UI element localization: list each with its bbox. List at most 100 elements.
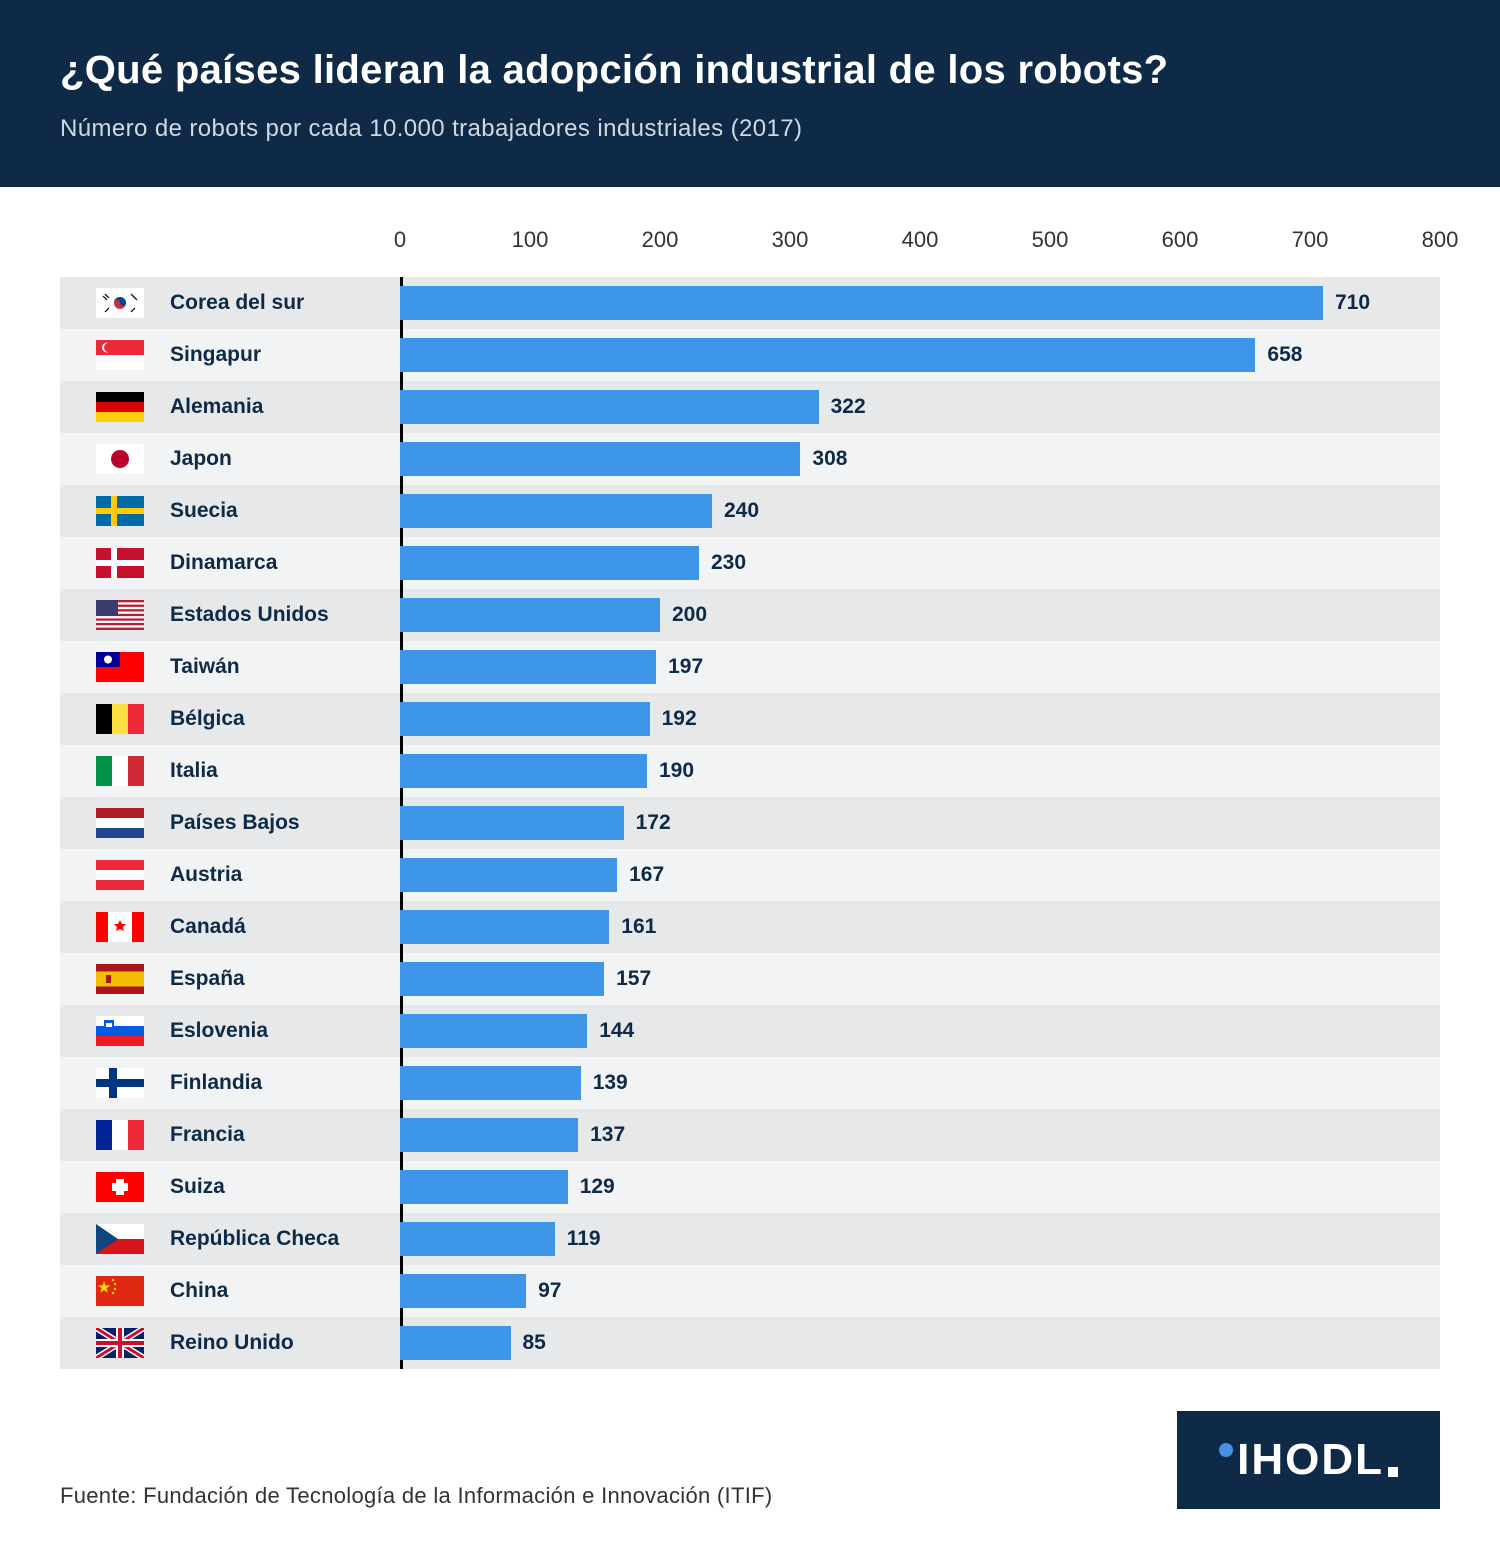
country-label: Bélgica bbox=[170, 707, 400, 731]
logo-text: IHODL bbox=[1237, 1435, 1384, 1485]
bar-row: Canadá161 bbox=[60, 901, 1440, 953]
bar-row: Reino Unido85 bbox=[60, 1317, 1440, 1369]
flag-cell bbox=[60, 392, 170, 422]
bar-cell: 119 bbox=[400, 1213, 1440, 1265]
bar-rows: Corea del sur710Singapur658Alemania322Ja… bbox=[60, 277, 1440, 1369]
flag-icon-cz bbox=[96, 1224, 144, 1254]
flag-cell bbox=[60, 340, 170, 370]
bar-value: 157 bbox=[616, 967, 651, 991]
axis-tick-label: 800 bbox=[1422, 227, 1459, 253]
flag-icon-gb bbox=[96, 1328, 144, 1358]
flag-icon-si bbox=[96, 1016, 144, 1046]
flag-icon-at bbox=[96, 860, 144, 890]
bar: 308 bbox=[400, 442, 800, 476]
bar: 144 bbox=[400, 1014, 587, 1048]
bar: 157 bbox=[400, 962, 604, 996]
bar-row: Finlandia139 bbox=[60, 1057, 1440, 1109]
flag-cell bbox=[60, 600, 170, 630]
country-label: Finlandia bbox=[170, 1071, 400, 1095]
chart-area: 0100200300400500600700800 Corea del sur7… bbox=[0, 187, 1500, 1411]
flag-cell bbox=[60, 756, 170, 786]
country-label: China bbox=[170, 1279, 400, 1303]
bar-row: Austria167 bbox=[60, 849, 1440, 901]
bar: 200 bbox=[400, 598, 660, 632]
bar-value: 190 bbox=[659, 759, 694, 783]
logo-dot-icon bbox=[1219, 1443, 1233, 1457]
flag-icon-dk bbox=[96, 548, 144, 578]
country-label: Dinamarca bbox=[170, 551, 400, 575]
flag-cell bbox=[60, 704, 170, 734]
flag-icon-de bbox=[96, 392, 144, 422]
chart-subtitle: Número de robots por cada 10.000 trabaja… bbox=[60, 115, 1440, 143]
bar-cell: 190 bbox=[400, 745, 1440, 797]
country-label: Países Bajos bbox=[170, 811, 400, 835]
bar-value: 167 bbox=[629, 863, 664, 887]
axis-tick-label: 300 bbox=[772, 227, 809, 253]
flag-cell bbox=[60, 1016, 170, 1046]
country-label: Eslovenia bbox=[170, 1019, 400, 1043]
bar-row: Italia190 bbox=[60, 745, 1440, 797]
flag-icon-nl bbox=[96, 808, 144, 838]
bar-value: 197 bbox=[668, 655, 703, 679]
bar-cell: 97 bbox=[400, 1265, 1440, 1317]
header: ¿Qué países lideran la adopción industri… bbox=[0, 0, 1500, 187]
bar-row: China97 bbox=[60, 1265, 1440, 1317]
bar-value: 710 bbox=[1335, 291, 1370, 315]
bar-row: Bélgica192 bbox=[60, 693, 1440, 745]
bar-cell: 230 bbox=[400, 537, 1440, 589]
bar: 322 bbox=[400, 390, 819, 424]
country-label: Japon bbox=[170, 447, 400, 471]
country-label: Italia bbox=[170, 759, 400, 783]
flag-cell bbox=[60, 860, 170, 890]
logo-period-icon bbox=[1388, 1467, 1398, 1477]
flag-cell bbox=[60, 964, 170, 994]
bar-value: 658 bbox=[1267, 343, 1302, 367]
x-axis: 0100200300400500600700800 bbox=[60, 227, 1440, 255]
bar-cell: 137 bbox=[400, 1109, 1440, 1161]
bar: 230 bbox=[400, 546, 699, 580]
flag-cell bbox=[60, 1172, 170, 1202]
flag-icon-sg bbox=[96, 340, 144, 370]
country-label: Suiza bbox=[170, 1175, 400, 1199]
axis-tick-label: 0 bbox=[394, 227, 406, 253]
bar-row: Singapur658 bbox=[60, 329, 1440, 381]
axis-tick-label: 200 bbox=[642, 227, 679, 253]
flag-icon-fr bbox=[96, 1120, 144, 1150]
flag-icon-kr bbox=[96, 288, 144, 318]
bar: 658 bbox=[400, 338, 1255, 372]
flag-cell bbox=[60, 1224, 170, 1254]
bar-row: Suecia 240 bbox=[60, 485, 1440, 537]
country-label: Francia bbox=[170, 1123, 400, 1147]
country-label: Corea del sur bbox=[170, 291, 400, 315]
bar-row: Francia137 bbox=[60, 1109, 1440, 1161]
flag-cell bbox=[60, 912, 170, 942]
flag-cell bbox=[60, 808, 170, 838]
flag-icon-cn bbox=[96, 1276, 144, 1306]
country-label: Suecia bbox=[170, 499, 400, 523]
bar-cell: 322 bbox=[400, 381, 1440, 433]
bar: 197 bbox=[400, 650, 656, 684]
bar-row: Japon308 bbox=[60, 433, 1440, 485]
flag-icon-es bbox=[96, 964, 144, 994]
bar: 190 bbox=[400, 754, 647, 788]
bar-cell: 197 bbox=[400, 641, 1440, 693]
bar: 129 bbox=[400, 1170, 568, 1204]
bar: 161 bbox=[400, 910, 609, 944]
bar-cell: 192 bbox=[400, 693, 1440, 745]
flag-icon-ca bbox=[96, 912, 144, 942]
flag-cell bbox=[60, 652, 170, 682]
flag-cell bbox=[60, 1328, 170, 1358]
bar-value: 144 bbox=[599, 1019, 634, 1043]
bar-value: 240 bbox=[724, 499, 759, 523]
bar-cell: 172 bbox=[400, 797, 1440, 849]
source-text: Fuente: Fundación de Tecnología de la In… bbox=[60, 1483, 772, 1509]
axis-tick-label: 600 bbox=[1162, 227, 1199, 253]
bar-cell: 710 bbox=[400, 277, 1440, 329]
bar-cell: 240 bbox=[400, 485, 1440, 537]
flag-cell bbox=[60, 1276, 170, 1306]
flag-icon-se bbox=[96, 496, 144, 526]
flag-cell bbox=[60, 496, 170, 526]
bar-cell: 167 bbox=[400, 849, 1440, 901]
bar: 119 bbox=[400, 1222, 555, 1256]
bar-value: 172 bbox=[636, 811, 671, 835]
